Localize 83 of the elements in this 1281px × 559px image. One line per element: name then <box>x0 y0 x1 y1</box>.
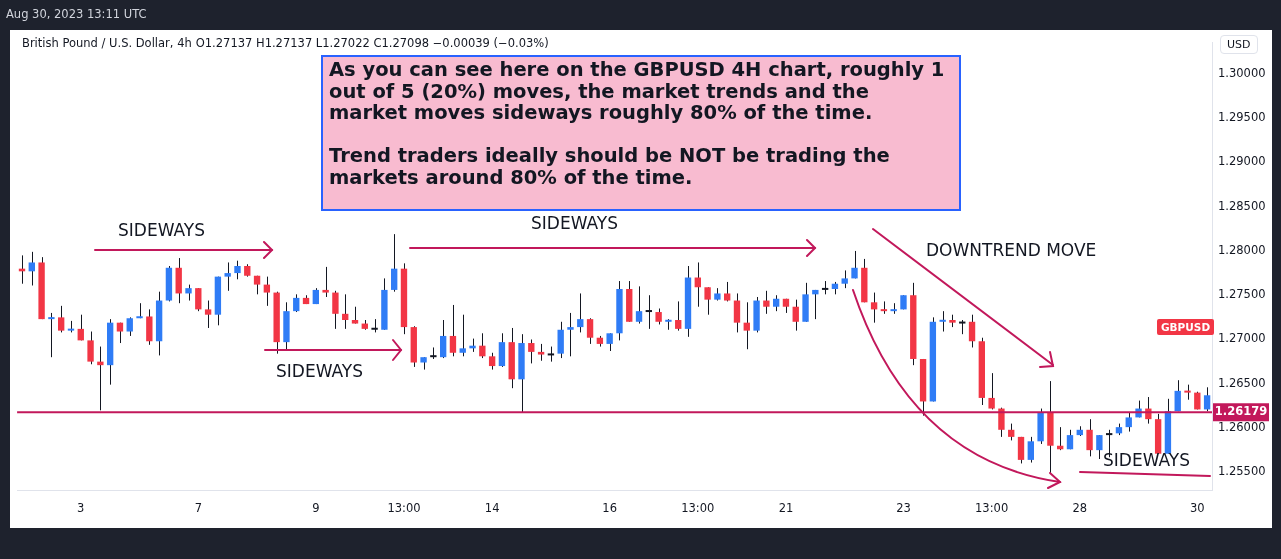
candlestick <box>77 314 84 341</box>
candlestick <box>224 261 231 292</box>
x-tick-label: 23 <box>896 500 911 515</box>
text: Aug 30, 2023 13:11 UTC <box>6 7 147 21</box>
candlestick <box>577 292 584 333</box>
candlestick <box>459 314 466 357</box>
candlestick <box>851 250 858 279</box>
candlestick <box>449 304 457 357</box>
annotation: GBPUSD <box>1157 319 1215 335</box>
chart-subtitle: O1.27137 H1.27137 L1.27022 C1.27098 −0.00039 (−0.03%) <box>195 36 549 50</box>
candlestick <box>1203 386 1211 412</box>
x-tick-label: 3 <box>77 500 85 515</box>
candlestick <box>939 310 946 333</box>
candlestick <box>97 346 104 411</box>
candlestick <box>1096 434 1103 460</box>
candlestick <box>391 233 398 293</box>
candlestick <box>586 317 594 345</box>
candlestick <box>126 316 133 337</box>
x-tick-label: 9 <box>312 500 320 515</box>
y-tick-label: 1.25500 <box>1218 464 1266 479</box>
candlestick <box>1174 379 1181 412</box>
candlestick <box>58 305 65 333</box>
y-tick-label: 1.28000 <box>1218 242 1266 257</box>
candlestick <box>870 292 878 324</box>
candlestick <box>988 372 995 410</box>
y-tick-label: 1.30000 <box>1218 65 1266 80</box>
candlestick <box>567 312 574 357</box>
candlestick <box>263 276 271 307</box>
candlestick <box>812 289 819 320</box>
x-tick-label: 30 <box>1189 500 1205 515</box>
y-tick-label: 1.27500 <box>1218 287 1266 302</box>
x-tick-label: 13:00 <box>387 500 421 515</box>
candlestick <box>28 251 35 286</box>
candlestick <box>332 290 339 330</box>
candlestick <box>675 300 682 332</box>
candlestick <box>48 312 55 358</box>
x-tick-label: 16 <box>602 500 617 515</box>
candlestick <box>195 287 202 312</box>
x-tick-label: 13:00 <box>681 500 715 515</box>
y-tick-label: 1.26000 <box>1218 420 1266 435</box>
y-tick-label: 1.28500 <box>1218 198 1266 213</box>
candlestick <box>479 332 486 359</box>
x-tick-label: 7 <box>194 500 202 515</box>
y-tick-label: 1.26500 <box>1218 375 1266 390</box>
x-tick-label: 14 <box>484 500 500 515</box>
candlestick <box>763 290 770 315</box>
candlestick <box>498 332 506 368</box>
candlestick <box>968 314 976 348</box>
chart-title: British Pound / U.S. Dollar, 4h <box>22 36 192 50</box>
annotation: As you can see here on the GBPUSD 4H chart, roughly 1 out of 5 (20%) moves, the market trends and the market moves sideways roughly 80% of the time. Trend traders ideally should be NOT be trading the markets around 80% of the time. <box>321 55 961 211</box>
candlestick <box>704 286 711 316</box>
candlestick <box>880 300 888 315</box>
x-tick-label: 21 <box>778 500 794 515</box>
annotation: SIDEWAYS <box>1103 450 1191 470</box>
candlestick <box>87 331 94 365</box>
annotation: SIDEWAYS <box>276 361 364 381</box>
candlestick <box>234 260 241 280</box>
candlestick <box>1027 436 1034 464</box>
candlestick <box>342 293 349 330</box>
annotation: SIDEWAYS <box>531 213 619 233</box>
y-tick-label: 1.27000 <box>1218 331 1266 346</box>
x-tick-label: 13:00 <box>975 500 1009 515</box>
candlestick <box>1125 411 1132 433</box>
x-tick-label: 28 <box>1072 500 1088 515</box>
candlestick <box>322 266 329 298</box>
candlestick <box>204 300 212 329</box>
candlestick <box>645 294 653 330</box>
y-tick-label: 1.29500 <box>1218 110 1266 125</box>
y-tick-label: 1.29000 <box>1218 154 1266 169</box>
candlestick <box>1086 418 1093 457</box>
candlestick <box>557 321 564 359</box>
candlestick <box>1017 436 1025 464</box>
candlestick <box>733 292 741 333</box>
candlestick <box>998 407 1005 438</box>
candlestick <box>439 319 447 359</box>
annotation: DOWNTREND MOVE <box>926 240 1097 260</box>
candlestick <box>743 301 750 350</box>
ref-line-label: 1.26179 <box>1214 404 1268 419</box>
text: USD <box>1220 35 1258 54</box>
candlestick <box>635 285 643 325</box>
annotation: SIDEWAYS <box>118 220 206 240</box>
candlestick <box>792 299 799 332</box>
candlestick <box>528 338 535 364</box>
